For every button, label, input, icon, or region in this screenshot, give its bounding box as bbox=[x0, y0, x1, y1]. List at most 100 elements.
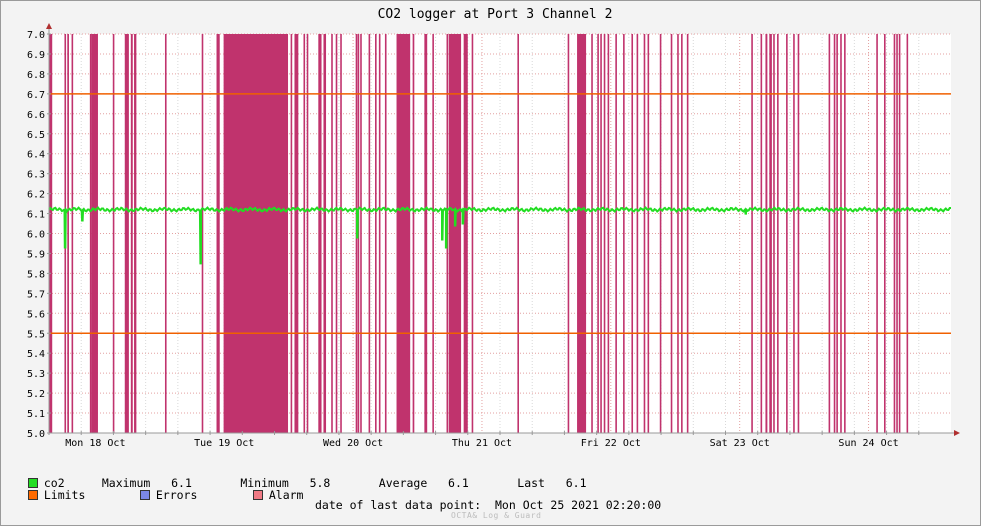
alarm-band bbox=[360, 34, 362, 433]
alarm-band bbox=[432, 34, 434, 433]
y-tick-label: 5.9 bbox=[27, 249, 45, 260]
y-tick-label: 6.5 bbox=[27, 130, 45, 141]
alarm-band bbox=[765, 34, 768, 433]
y-tick-label: 6.9 bbox=[27, 50, 45, 61]
alarm-band bbox=[471, 34, 474, 433]
alarm-band bbox=[659, 34, 662, 433]
legend-label-alarm: Alarm bbox=[268, 488, 304, 502]
alarm-band bbox=[303, 34, 306, 433]
alarm-band bbox=[836, 34, 838, 433]
legend-row-status: Limits Errors Alarm bbox=[14, 474, 303, 502]
alarm-band bbox=[898, 34, 901, 433]
alarm-band bbox=[290, 34, 293, 433]
alarm-band bbox=[670, 34, 673, 433]
alarm-band bbox=[876, 34, 878, 433]
y-tick-label: 5.4 bbox=[27, 349, 45, 360]
x-tick-label: Wed 20 Oct bbox=[323, 438, 383, 449]
y-tick-label: 6.7 bbox=[27, 90, 45, 101]
alarm-band bbox=[786, 34, 788, 433]
alarm-band bbox=[883, 34, 886, 433]
y-tick-label: 6.6 bbox=[27, 110, 45, 121]
y-tick-label: 6.0 bbox=[27, 230, 45, 241]
alarm-band bbox=[631, 34, 634, 433]
legend-row-co2: co2 Maximum 6.1 Minimum 5.8 Average 6.1 L… bbox=[14, 462, 587, 490]
alarm-band bbox=[777, 34, 779, 433]
alarm-band bbox=[306, 34, 309, 433]
alarm-band bbox=[603, 34, 606, 433]
y-tick-labels: 5.0 5.1 5.2 5.3 5.4 5.5 5.6 5.7 5.8 5.9 6.0 6.1 6.2 6… bbox=[27, 30, 51, 440]
y-tick-label: 7.0 bbox=[27, 30, 45, 41]
alarm-band bbox=[463, 34, 468, 433]
alarm-band bbox=[216, 34, 220, 433]
alarm-band bbox=[751, 34, 753, 433]
y-tick-label: 5.5 bbox=[27, 329, 45, 340]
alarm-band bbox=[424, 34, 428, 433]
y-axis-arrow bbox=[46, 23, 52, 29]
alarm-band bbox=[600, 34, 602, 433]
y-tick-label: 6.4 bbox=[27, 150, 45, 161]
legend-swatch-limits bbox=[27, 490, 38, 500]
alarm-band bbox=[567, 34, 570, 433]
limit-lines bbox=[49, 93, 951, 334]
legend-stats-co2: Maximum 6.1 Minimum 5.8 Average 6.1 Last… bbox=[101, 476, 587, 490]
alarm-band bbox=[643, 34, 646, 433]
alarm-band bbox=[112, 34, 115, 433]
alarm-band bbox=[769, 34, 772, 433]
legend-label-co2: co2 bbox=[43, 476, 65, 490]
x-tick-label: Fri 22 Oct bbox=[581, 438, 641, 449]
alarm-band bbox=[130, 34, 133, 433]
y-tick-label: 5.6 bbox=[27, 309, 45, 320]
alarm-band bbox=[223, 34, 289, 433]
legend-swatch-alarm bbox=[252, 490, 263, 500]
alarm-band bbox=[760, 34, 763, 433]
alarm-band bbox=[71, 34, 74, 433]
alarm-band bbox=[201, 34, 204, 433]
alarm-band bbox=[340, 34, 342, 433]
x-tick-label: Thu 21 Oct bbox=[452, 438, 512, 449]
last-data-point: date of last data point: Mon Oct 25 2021… bbox=[315, 498, 662, 512]
alarm-band bbox=[164, 34, 167, 433]
alarm-band bbox=[615, 34, 617, 433]
alarm-band bbox=[597, 34, 599, 433]
alarm-band bbox=[623, 34, 625, 433]
legend-label-limits: Limits bbox=[43, 488, 86, 502]
alarm-band bbox=[89, 34, 92, 433]
alarm-band bbox=[91, 34, 98, 433]
alarm-band bbox=[844, 34, 846, 433]
y-tick-label: 5.2 bbox=[27, 389, 45, 400]
y-tick-label: 5.3 bbox=[27, 369, 45, 380]
alarm-band bbox=[893, 34, 896, 433]
y-tick-label: 6.3 bbox=[27, 170, 45, 181]
alarm-band bbox=[517, 34, 519, 433]
alarm-band bbox=[67, 34, 69, 433]
alarm-band bbox=[318, 34, 322, 433]
alarm-band bbox=[828, 34, 831, 433]
alarm-band bbox=[591, 34, 593, 433]
y-tick-label: 6.2 bbox=[27, 190, 45, 201]
alarm-band bbox=[840, 34, 842, 433]
alarm-band bbox=[412, 34, 415, 433]
alarm-band bbox=[833, 34, 836, 433]
y-tick-label: 5.1 bbox=[27, 409, 45, 420]
alarm-band bbox=[797, 34, 800, 433]
legend-label-errors: Errors bbox=[155, 488, 198, 502]
series-co2 bbox=[48, 206, 951, 265]
alarm-band bbox=[793, 34, 795, 433]
credit-watermark: OCTA& Log & Guard bbox=[451, 511, 542, 520]
x-tick-label: Mon 18 Oct bbox=[65, 438, 125, 449]
chart-title: CO2 logger at Port 3 Channel 2 bbox=[378, 7, 613, 22]
y-tick-label: 5.8 bbox=[27, 269, 45, 280]
y-tick-label: 5.0 bbox=[27, 429, 45, 440]
alarm-band bbox=[294, 34, 299, 433]
x-tick-label: Sun 24 Oct bbox=[838, 438, 898, 449]
alarm-band bbox=[681, 34, 683, 433]
alarm-band bbox=[323, 34, 327, 433]
x-tick-label: Tue 19 Oct bbox=[194, 438, 254, 449]
alarm-band bbox=[636, 34, 639, 433]
legend-swatch-errors bbox=[139, 490, 150, 500]
y-tick-label: 6.1 bbox=[27, 210, 45, 221]
alarm-band bbox=[375, 34, 377, 433]
alarm-band bbox=[577, 34, 587, 433]
alarm-band bbox=[134, 34, 137, 433]
